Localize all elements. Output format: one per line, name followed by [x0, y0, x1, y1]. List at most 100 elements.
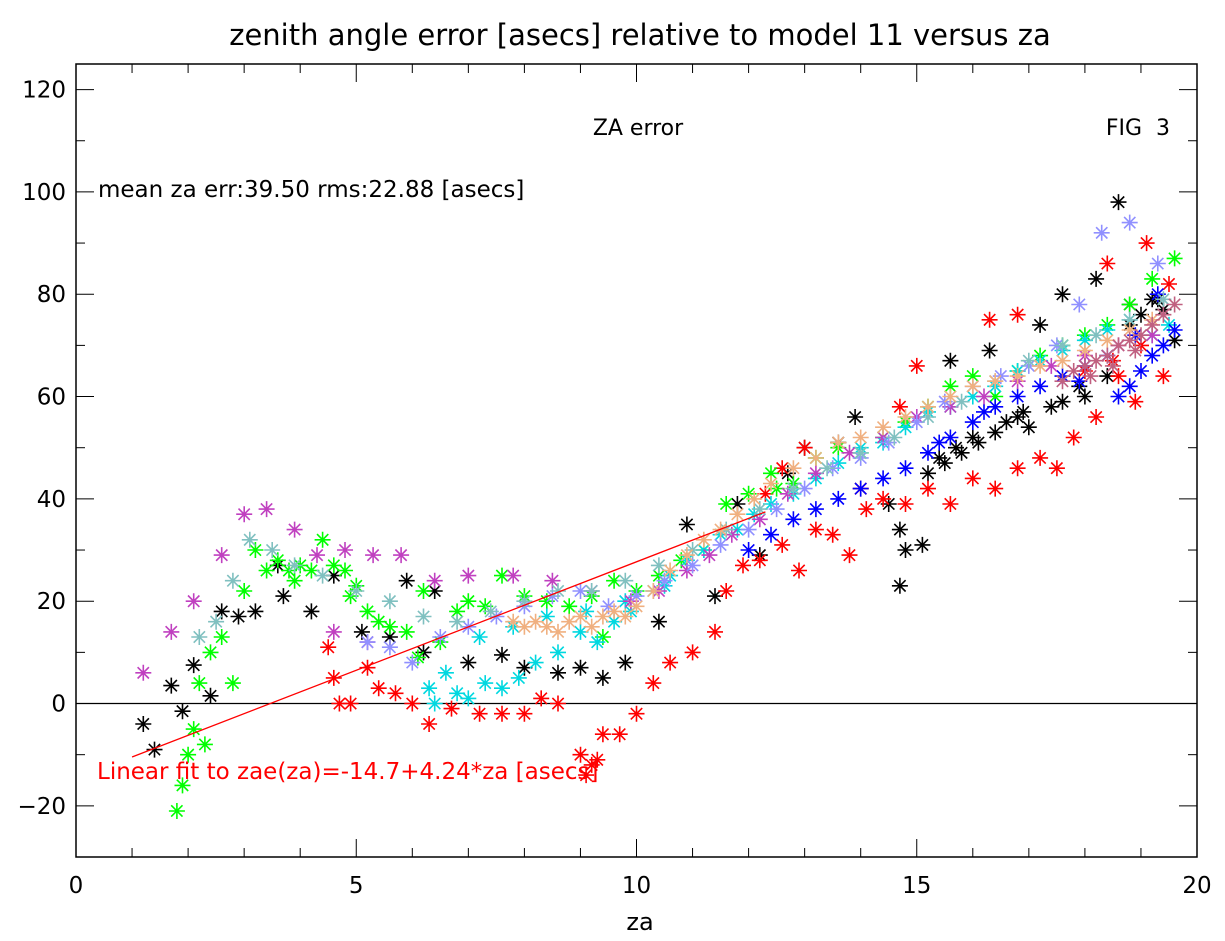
- data-point-series-1: [550, 664, 566, 681]
- data-point-series-2: [611, 726, 628, 743]
- data-point-series-8: [286, 557, 303, 574]
- data-point-series-9: [763, 475, 779, 492]
- data-point-series-4: [477, 675, 494, 692]
- data-point-series-5: [1144, 347, 1161, 364]
- data-point-series-6: [701, 547, 718, 564]
- data-point-series-2: [1155, 368, 1172, 385]
- data-point-series-8: [208, 613, 225, 630]
- data-point-series-6: [309, 547, 325, 564]
- x-tick-label: 0: [69, 873, 84, 899]
- data-point-series-2: [1161, 276, 1177, 292]
- data-point-series-9: [830, 434, 847, 451]
- data-point-series-6: [460, 567, 477, 584]
- data-point-series-3: [1166, 250, 1183, 267]
- data-point-series-8: [1054, 337, 1071, 354]
- data-point-series-2: [359, 659, 376, 676]
- data-point-series-7: [712, 536, 729, 553]
- data-point-series-9: [583, 618, 600, 635]
- fit-label: Linear fit to zae(za)=-14.7+4.24*za [ase…: [97, 759, 599, 785]
- data-point-series-9: [572, 608, 589, 625]
- data-point-series-10: [1144, 316, 1161, 333]
- data-point-series-10: [1088, 352, 1105, 369]
- data-point-series-1: [247, 603, 264, 620]
- data-point-series-1: [146, 741, 163, 758]
- data-point-series-1: [202, 687, 219, 704]
- data-point-series-1: [325, 567, 342, 584]
- data-point-series-3: [718, 496, 735, 512]
- data-point-series-4: [1099, 322, 1116, 338]
- data-point-series-1: [1020, 419, 1037, 436]
- data-point-series-7: [908, 414, 925, 431]
- data-point-series-1: [460, 654, 477, 671]
- data-point-series-3: [168, 803, 185, 819]
- data-point-series-7: [768, 501, 785, 518]
- x-tick-label: 5: [349, 873, 364, 899]
- data-point-series-3: [213, 629, 230, 645]
- data-point-series-1: [1110, 194, 1127, 211]
- data-point-series-1: [931, 449, 948, 466]
- data-point-series-3: [606, 572, 623, 589]
- data-point-series-1: [942, 352, 959, 369]
- data-point-series-9: [875, 419, 892, 436]
- data-point-series-6: [393, 547, 410, 564]
- data-point-series-6: [1043, 357, 1060, 374]
- data-point-series-1: [1054, 393, 1071, 410]
- data-point-series-2: [684, 644, 701, 661]
- data-point-series-9: [516, 618, 533, 635]
- data-point-series-2: [494, 705, 510, 722]
- data-point-series-8: [1020, 352, 1037, 369]
- data-point-series-3: [202, 644, 219, 661]
- data-point-series-9: [550, 623, 566, 640]
- data-point-series-5: [875, 470, 892, 487]
- data-point-series-3: [236, 583, 253, 599]
- data-point-series-2: [533, 690, 550, 707]
- data-point-series-2: [774, 460, 791, 477]
- data-point-series-4: [897, 419, 914, 436]
- data-point-series-1: [213, 603, 230, 620]
- data-point-series-3: [303, 562, 320, 579]
- data-point-series-10: [1065, 363, 1082, 379]
- data-point-series-2: [550, 695, 566, 712]
- data-point-series-4: [494, 680, 510, 697]
- data-point-series-8: [224, 572, 241, 589]
- data-point-series-10: [1076, 357, 1093, 374]
- data-point-series-4: [538, 608, 555, 625]
- stats-label: mean za err:39.50 rms:22.88 [asecs]: [98, 177, 524, 203]
- data-point-series-1: [185, 657, 202, 674]
- data-point-series-2: [774, 536, 791, 553]
- data-point-series-7: [1149, 255, 1166, 272]
- data-point-series-3: [1121, 296, 1138, 313]
- data-point-series-3: [763, 465, 779, 482]
- data-point-series-1: [987, 424, 1004, 441]
- data-point-series-6: [426, 572, 443, 589]
- data-point-series-4: [589, 634, 606, 651]
- data-point-series-2: [735, 557, 751, 574]
- data-point-series-1: [981, 342, 998, 359]
- data-point-series-4: [510, 669, 527, 686]
- data-point-series-1: [847, 409, 864, 425]
- data-point-series-3: [370, 613, 387, 630]
- data-point-series-2: [1138, 235, 1155, 252]
- data-point-series-4: [1076, 332, 1093, 349]
- data-point-series-3: [561, 598, 578, 615]
- data-point-series-5: [785, 511, 802, 528]
- data-point-series-1: [572, 659, 589, 676]
- data-point-series-2: [1065, 429, 1082, 446]
- fit-line: [131, 511, 766, 758]
- data-point-series-1: [1009, 409, 1026, 425]
- data-point-series-6: [185, 593, 202, 610]
- data-point-series-6: [841, 444, 858, 461]
- data-point-series-7: [572, 583, 589, 599]
- data-point-series-1: [707, 588, 723, 605]
- data-point-series-6: [213, 547, 230, 564]
- data-point-series-3: [942, 378, 959, 395]
- data-point-series-4: [964, 388, 981, 405]
- y-tick-label: 100: [22, 180, 66, 206]
- data-point-series-1: [650, 613, 667, 630]
- data-point-series-1: [1133, 306, 1149, 323]
- data-point-series-10: [1155, 306, 1172, 323]
- data-point-series-2: [824, 526, 841, 543]
- data-point-series-9: [920, 398, 936, 415]
- data-point-series-3: [1144, 270, 1161, 287]
